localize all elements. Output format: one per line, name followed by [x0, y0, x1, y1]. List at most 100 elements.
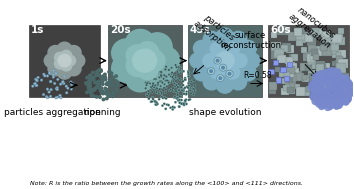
Circle shape: [87, 86, 90, 88]
Circle shape: [329, 95, 334, 99]
Circle shape: [159, 80, 161, 82]
Circle shape: [322, 76, 328, 82]
Circle shape: [332, 83, 338, 90]
Circle shape: [108, 93, 111, 96]
Bar: [282, 43, 291, 52]
Circle shape: [144, 87, 147, 90]
Circle shape: [65, 85, 68, 87]
Circle shape: [178, 95, 181, 98]
Circle shape: [329, 82, 336, 89]
Circle shape: [42, 73, 45, 75]
Bar: [321, 38, 327, 44]
Circle shape: [331, 77, 338, 84]
Circle shape: [316, 82, 322, 88]
Bar: [288, 32, 297, 40]
Circle shape: [310, 93, 316, 99]
Circle shape: [336, 91, 342, 97]
Circle shape: [346, 84, 353, 91]
Circle shape: [189, 89, 192, 92]
Circle shape: [97, 83, 99, 85]
Circle shape: [312, 87, 315, 91]
Circle shape: [179, 66, 182, 69]
Bar: [309, 52, 318, 60]
Circle shape: [337, 102, 342, 108]
Bar: [329, 72, 334, 77]
Bar: [321, 40, 329, 48]
Circle shape: [341, 91, 347, 97]
Circle shape: [150, 70, 152, 73]
Circle shape: [326, 80, 329, 84]
Bar: [291, 63, 297, 69]
Circle shape: [343, 97, 349, 102]
Circle shape: [178, 105, 181, 108]
Circle shape: [225, 65, 240, 79]
Circle shape: [90, 79, 92, 81]
Circle shape: [33, 83, 36, 85]
Bar: [329, 70, 334, 75]
Circle shape: [312, 88, 319, 95]
Circle shape: [160, 71, 162, 74]
Circle shape: [327, 84, 331, 88]
Circle shape: [99, 96, 101, 98]
Circle shape: [309, 86, 317, 93]
Circle shape: [160, 92, 163, 94]
Bar: [336, 37, 344, 45]
Circle shape: [319, 104, 324, 109]
Circle shape: [326, 73, 332, 79]
Circle shape: [89, 90, 91, 92]
Circle shape: [156, 103, 159, 105]
Circle shape: [115, 75, 118, 77]
Circle shape: [328, 102, 334, 108]
Bar: [285, 57, 293, 64]
Circle shape: [324, 96, 331, 102]
Circle shape: [323, 90, 329, 95]
Circle shape: [89, 74, 92, 77]
Circle shape: [70, 54, 85, 68]
Circle shape: [322, 89, 329, 95]
Circle shape: [339, 100, 344, 105]
Circle shape: [146, 74, 149, 77]
Circle shape: [156, 91, 159, 94]
Circle shape: [100, 70, 102, 72]
Circle shape: [91, 95, 93, 97]
Circle shape: [161, 81, 164, 84]
Circle shape: [158, 65, 160, 68]
Circle shape: [193, 88, 195, 90]
Circle shape: [93, 81, 96, 84]
Circle shape: [333, 89, 338, 94]
Circle shape: [90, 91, 93, 93]
Circle shape: [173, 95, 176, 98]
Circle shape: [188, 99, 190, 101]
Text: 60s: 60s: [270, 26, 291, 36]
Circle shape: [181, 89, 183, 92]
Bar: [311, 29, 319, 36]
Circle shape: [332, 84, 336, 88]
Circle shape: [335, 75, 339, 79]
Circle shape: [179, 69, 182, 71]
Bar: [325, 38, 331, 44]
Circle shape: [315, 75, 321, 81]
Circle shape: [115, 80, 118, 83]
Circle shape: [183, 93, 185, 95]
Circle shape: [126, 45, 148, 66]
Circle shape: [316, 96, 323, 102]
Circle shape: [178, 77, 181, 80]
Circle shape: [346, 89, 354, 96]
Circle shape: [112, 76, 114, 79]
Circle shape: [187, 85, 190, 87]
Circle shape: [105, 97, 108, 100]
Circle shape: [343, 81, 349, 87]
Circle shape: [167, 80, 170, 82]
Circle shape: [330, 103, 335, 108]
Circle shape: [167, 81, 170, 84]
Circle shape: [116, 82, 119, 84]
Circle shape: [88, 75, 91, 77]
Circle shape: [318, 101, 323, 106]
Circle shape: [341, 83, 346, 88]
Circle shape: [56, 88, 59, 91]
Text: particles aggregation: particles aggregation: [4, 108, 101, 117]
Circle shape: [344, 85, 348, 89]
Circle shape: [325, 104, 331, 110]
Circle shape: [333, 70, 338, 75]
Bar: [320, 45, 327, 51]
